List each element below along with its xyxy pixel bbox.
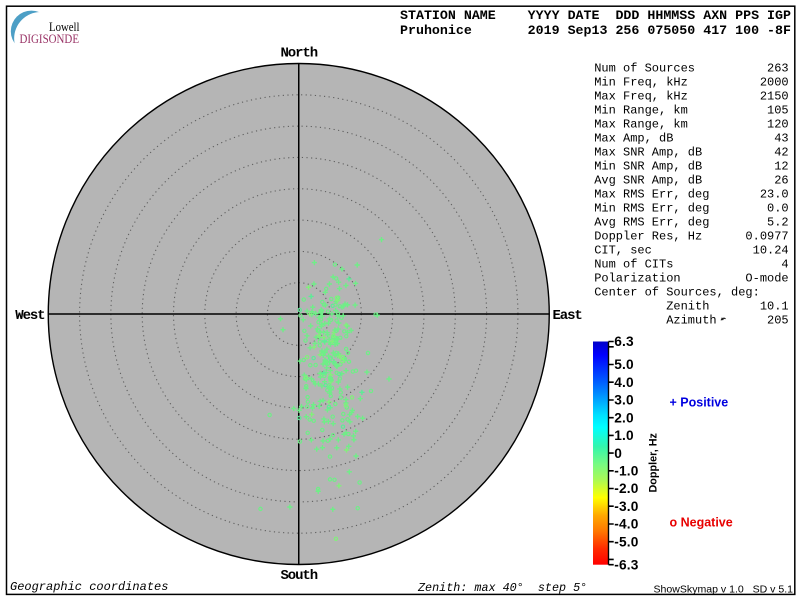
svg-text:Polarization O-mode: Polarization O-mode xyxy=(594,271,788,285)
svg-text:-3.0: -3.0 xyxy=(614,499,639,514)
svg-text:Zenith: max 40° step 5°: Zenith: max 40° step 5° xyxy=(417,581,587,595)
svg-text:-2.0: -2.0 xyxy=(614,481,639,496)
svg-text:-5.0: -5.0 xyxy=(614,534,639,549)
svg-text:-4.0: -4.0 xyxy=(614,517,639,532)
svg-text:6.3: 6.3 xyxy=(614,334,634,349)
svg-text:Doppler, Hz: Doppler, Hz xyxy=(647,433,659,493)
svg-text:South: South xyxy=(280,568,317,584)
svg-text:CIT, sec 10.24: CIT, sec 10.24 xyxy=(594,243,788,257)
svg-text:Num of CITs 4: Num of CITs 4 xyxy=(594,257,788,271)
svg-text:Zenith 10.1: Zenith 10.1 xyxy=(594,299,788,313)
svg-text:Max Freq, kHz 2150: Max Freq, kHz 2150 xyxy=(594,89,788,103)
svg-text:Geographic coordinates: Geographic coordinates xyxy=(10,580,168,594)
svg-text:Avg SNR Amp, dB 26: Avg SNR Amp, dB 26 xyxy=(594,173,788,187)
svg-text:DIGISONDE: DIGISONDE xyxy=(20,32,80,46)
svg-text:o Negative: o Negative xyxy=(670,516,733,530)
svg-text:2.0: 2.0 xyxy=(614,410,634,425)
svg-text:Num of Sources 263: Num of Sources 263 xyxy=(594,61,788,75)
svg-text:STATION NAME YYYY DATE DDD: STATION NAME YYYY DATE DDD HHMMSS AXN PP… xyxy=(400,8,791,23)
svg-text:Doppler Res, Hz 0.0977: Doppler Res, Hz 0.0977 xyxy=(594,229,788,243)
svg-text:Max Range, km 120: Max Range, km 120 xyxy=(594,117,788,131)
svg-text:East: East xyxy=(553,308,583,324)
svg-text:Azimuth 205: Azimuth 205 xyxy=(594,313,788,327)
svg-text:-1.0: -1.0 xyxy=(614,464,639,479)
svg-text:3.0: 3.0 xyxy=(614,393,634,408)
svg-text:Min Range, km 105: Min Range, km 105 xyxy=(594,103,788,117)
svg-text:Pruhonice 2019 Sep13 256: Pruhonice 2019 Sep13 256 075050 417 100 … xyxy=(400,23,791,38)
svg-text:Min SNR Amp, dB 12: Min SNR Amp, dB 12 xyxy=(594,159,788,173)
svg-text:Center of Sources, deg:: Center of Sources, deg: xyxy=(594,285,788,299)
svg-text:Max SNR Amp, dB 42: Max SNR Amp, dB 42 xyxy=(594,145,788,159)
svg-text:Lowell: Lowell xyxy=(49,19,80,34)
svg-text:North: North xyxy=(280,46,317,62)
svg-text:West: West xyxy=(15,308,45,324)
svg-text:Avg RMS Err, deg 5.2: Avg RMS Err, deg 5.2 xyxy=(594,215,788,229)
svg-text:0: 0 xyxy=(614,446,622,461)
svg-text:ShowSkymap v 1.0 SD v 5.1: ShowSkymap v 1.0 SD v 5.1 xyxy=(654,583,794,595)
svg-text:5.0: 5.0 xyxy=(614,357,634,372)
svg-text:Min RMS Err, deg 0.0: Min RMS Err, deg 0.0 xyxy=(594,201,788,215)
svg-text:4.0: 4.0 xyxy=(614,375,634,390)
svg-text:1.0: 1.0 xyxy=(614,428,634,443)
svg-text:+ Positive: + Positive xyxy=(670,396,729,410)
svg-text:Max Amp, dB 43: Max Amp, dB 43 xyxy=(594,131,788,145)
svg-text:Max RMS Err, deg 23.0: Max RMS Err, deg 23.0 xyxy=(594,187,788,201)
svg-text:-6.3: -6.3 xyxy=(614,557,639,572)
svg-text:Min Freq, kHz 2000: Min Freq, kHz 2000 xyxy=(594,75,788,89)
